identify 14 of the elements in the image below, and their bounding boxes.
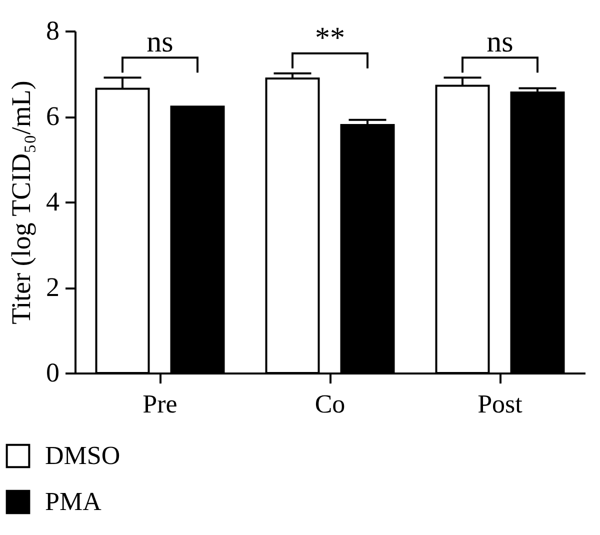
annotation: ** — [315, 21, 345, 54]
y-tick-label: 6 — [46, 101, 60, 131]
y-tick-label: 0 — [46, 358, 60, 388]
y-tick-label: 4 — [46, 186, 60, 216]
annotation: ns — [146, 26, 174, 59]
legend-label: PMA — [45, 487, 102, 516]
x-tick-label: Pre — [142, 390, 178, 418]
x-tick-label: Post — [478, 390, 524, 418]
legend-label: DMSO — [45, 441, 120, 470]
x-tick-label: Co — [314, 390, 346, 418]
y-tick-label: 2 — [46, 272, 60, 302]
y-axis-title: Titer (log TCID₅₀/mL) — [6, 80, 36, 324]
annotation: ns — [486, 26, 514, 59]
y-tick-label: 8 — [46, 16, 60, 46]
